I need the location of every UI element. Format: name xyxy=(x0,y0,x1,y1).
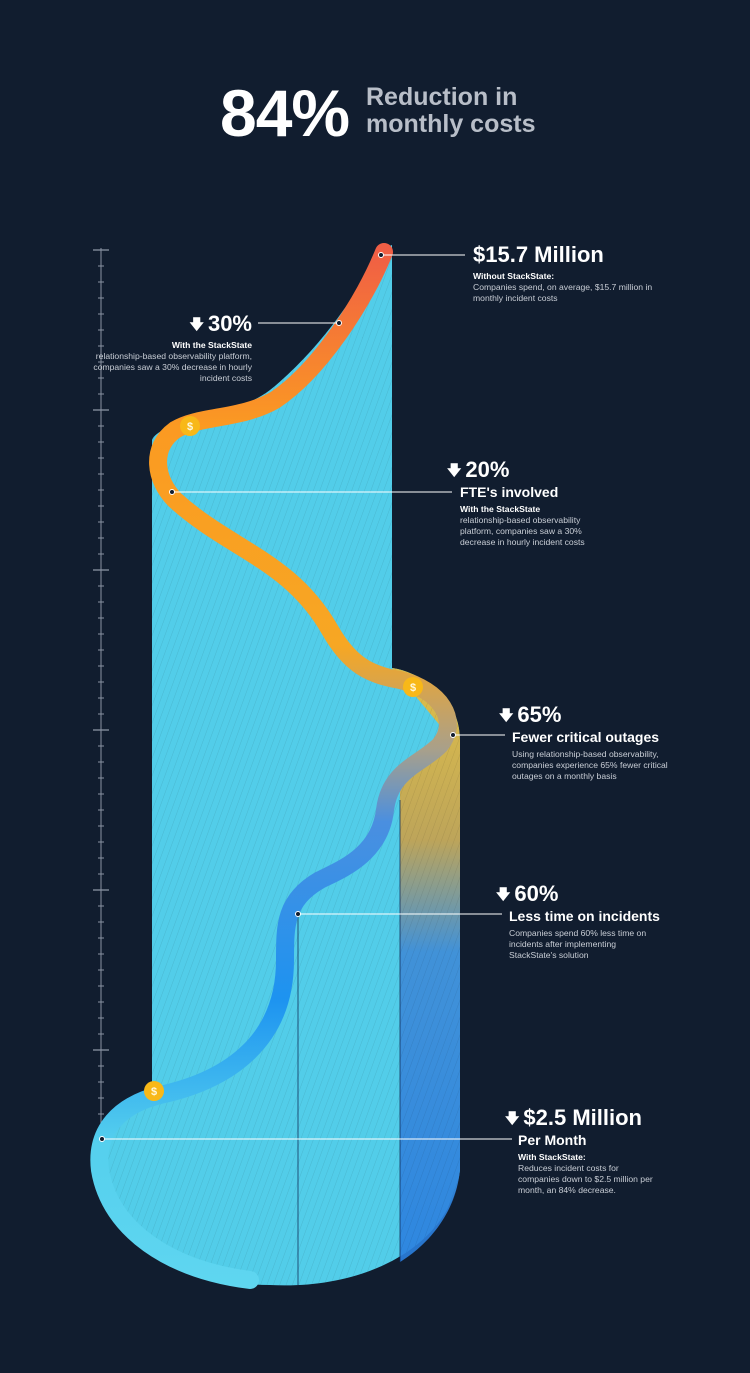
annotation-desc-text: Companies spend, on average, $15.7 milli… xyxy=(473,282,653,303)
dollar-coin-icon: $ xyxy=(180,416,200,436)
headline-subtitle: Reduction in monthly costs xyxy=(366,84,586,138)
annotation-value: $15.7 Million xyxy=(473,242,604,267)
down-arrow-icon: 🡇 xyxy=(189,316,204,332)
annotation-desc: With the StackState relationship-based ob… xyxy=(460,504,590,548)
svg-text:$: $ xyxy=(187,421,193,433)
annotation-desc-text: relationship-based observability platfor… xyxy=(93,351,252,383)
annotation-value: 20% xyxy=(465,457,510,482)
annotation-hourly-costs: 🡇 30% With the StackState relationship-bas… xyxy=(62,312,252,384)
svg-text:$: $ xyxy=(151,1086,157,1098)
dollar-coin-icon: $ xyxy=(403,677,423,697)
annotation-without-stackstate: $15.7 Million Without StackState: Compani… xyxy=(473,243,663,304)
annotation-desc-bold: With the StackState xyxy=(460,504,541,514)
annotation-value: 65% xyxy=(517,702,562,727)
annotation-desc-bold: With the StackState xyxy=(171,340,252,350)
down-arrow-icon: 🡇 xyxy=(505,1110,520,1126)
down-arrow-icon: 🡇 xyxy=(499,707,514,723)
annotation-desc: Companies spend 60% less time on inciden… xyxy=(509,928,647,960)
annotation-with-stackstate: 🡇 $2.5 Million Per Month With StackState:… xyxy=(505,1106,658,1196)
down-arrow-icon: 🡇 xyxy=(496,886,511,902)
ruler xyxy=(93,248,109,1140)
headline-percent: 84% xyxy=(220,76,350,150)
subtitle-line-1: Reduction in xyxy=(366,83,518,111)
annotation-outages: 🡇 65% Fewer critical outages Using relati… xyxy=(499,703,672,782)
annotation-desc: With the StackState relationship-based ob… xyxy=(62,340,252,384)
annotation-desc-text: relationship-based observability platfor… xyxy=(460,515,585,547)
leader-lines xyxy=(102,254,512,1140)
annotation-desc-text: Reduces incident costs for companies dow… xyxy=(518,1163,653,1195)
svg-text:$: $ xyxy=(410,682,416,694)
annotation-fte: 🡇 20% FTE's involved With the StackState r… xyxy=(447,458,590,548)
annotation-desc: Without StackState: Companies spend, on a… xyxy=(473,271,663,304)
header: 84% Reduction in monthly costs xyxy=(0,78,750,158)
annotation-desc: With StackState: Reduces incident costs f… xyxy=(518,1152,658,1196)
annotation-incident-time: 🡇 60% Less time on incidents Companies sp… xyxy=(496,882,660,961)
annotation-label: Fewer critical outages xyxy=(512,729,660,745)
annotation-value: $2.5 Million xyxy=(523,1105,642,1130)
subtitle-line-2: monthly costs xyxy=(366,110,536,138)
down-arrow-icon: 🡇 xyxy=(447,462,462,478)
dollar-coin-icon: $ xyxy=(144,1081,164,1101)
annotation-label: Per Month xyxy=(518,1132,587,1148)
marker-dots xyxy=(99,252,456,1142)
annotation-desc-bold: With StackState: xyxy=(518,1152,586,1162)
annotation-value: 30% xyxy=(207,311,252,336)
annotation-label: Less time on incidents xyxy=(509,908,660,924)
annotation-label: FTE's involved xyxy=(460,484,559,500)
annotation-desc: Using relationship-based observability, … xyxy=(512,749,668,781)
annotation-desc-bold: Without StackState: xyxy=(473,271,555,281)
annotation-value: 60% xyxy=(514,881,559,906)
